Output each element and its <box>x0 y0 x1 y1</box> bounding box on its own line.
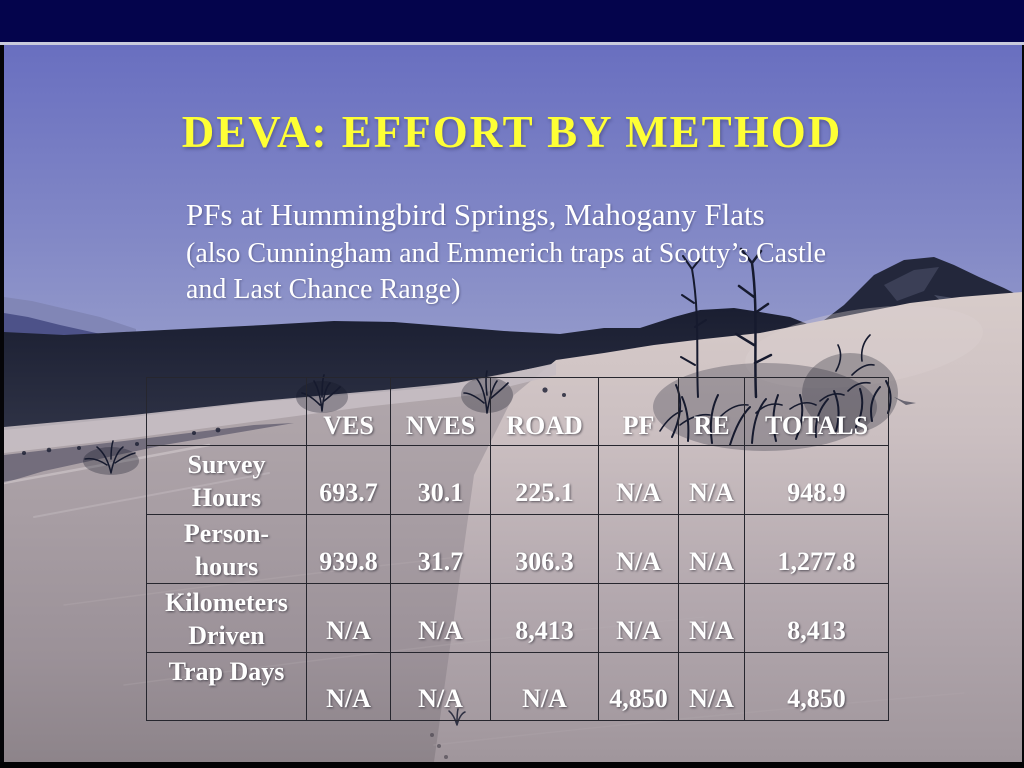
table-row-kilometers-driven: Kilometers Driven N/A N/A 8,413 N/A N/A … <box>146 583 889 653</box>
cell-value: 31.7 <box>390 514 491 584</box>
cell-value: 306.3 <box>490 514 599 584</box>
table-row-trap-days: Trap Days N/A N/A N/A 4,850 N/A 4,850 <box>146 652 889 721</box>
cell-value: N/A <box>678 583 745 653</box>
column-header-road: ROAD <box>490 377 599 446</box>
cell-value: N/A <box>678 652 745 721</box>
cell-value: N/A <box>598 583 679 653</box>
slide-title: DEVA: EFFORT BY METHOD <box>181 107 843 157</box>
photo-frame-right <box>1022 45 1024 768</box>
cell-value: N/A <box>598 514 679 584</box>
cell-value: N/A <box>678 445 745 515</box>
cell-value: 4,850 <box>744 652 889 721</box>
subtitle-line-1: PFs at Hummingbird Springs, Mahogany Fla… <box>186 197 765 232</box>
cell-value: 693.7 <box>306 445 391 515</box>
column-header-totals: TOTALS <box>744 377 889 446</box>
peak-light-patch <box>884 267 939 301</box>
row-label: Kilometers Driven <box>146 583 307 653</box>
cell-value: N/A <box>678 514 745 584</box>
cell-value: 948.9 <box>744 445 889 515</box>
cell-value: 225.1 <box>490 445 599 515</box>
cell-value: 4,850 <box>598 652 679 721</box>
separator-line <box>0 42 1024 45</box>
cell-value: 30.1 <box>390 445 491 515</box>
photo-frame-bottom <box>0 762 1024 768</box>
header-corner <box>146 377 307 446</box>
cell-value: N/A <box>390 652 491 721</box>
cell-value: 8,413 <box>744 583 889 653</box>
dune-sheen <box>745 305 983 389</box>
cell-value: 939.8 <box>306 514 391 584</box>
effort-table: VES NVES ROAD PF RE TOTALS Survey Hours … <box>146 377 889 721</box>
cell-value: N/A <box>598 445 679 515</box>
row-label: Person- hours <box>146 514 307 584</box>
cell-value: N/A <box>390 583 491 653</box>
column-header-pf: PF <box>598 377 679 446</box>
cell-value: N/A <box>306 652 391 721</box>
footprints <box>430 733 448 759</box>
row-label: Trap Days <box>146 652 307 721</box>
table-row-person-hours: Person- hours 939.8 31.7 306.3 N/A N/A 1… <box>146 514 889 584</box>
column-header-nves: NVES <box>390 377 491 446</box>
slide-top-bar <box>0 0 1024 42</box>
column-header-re: RE <box>678 377 745 446</box>
cell-value: 8,413 <box>490 583 599 653</box>
photo-frame-left <box>0 45 4 768</box>
dune-shadow-wedge <box>4 423 294 483</box>
table-row-survey-hours: Survey Hours 693.7 30.1 225.1 N/A N/A 94… <box>146 445 889 515</box>
cell-value: N/A <box>490 652 599 721</box>
shrub-small-left <box>83 440 139 475</box>
slide-subtitle: PFs at Hummingbird Springs, Mahogany Fla… <box>186 194 826 308</box>
table-header-row: VES NVES ROAD PF RE TOTALS <box>146 377 889 446</box>
subtitle-line-3: and Last Chance Range) <box>186 274 461 305</box>
row-label: Survey Hours <box>146 445 307 515</box>
subtitle-line-2: (also Cunningham and Emmerich traps at S… <box>186 238 826 269</box>
cell-value: N/A <box>306 583 391 653</box>
column-header-ves: VES <box>306 377 391 446</box>
cell-value: 1,277.8 <box>744 514 889 584</box>
